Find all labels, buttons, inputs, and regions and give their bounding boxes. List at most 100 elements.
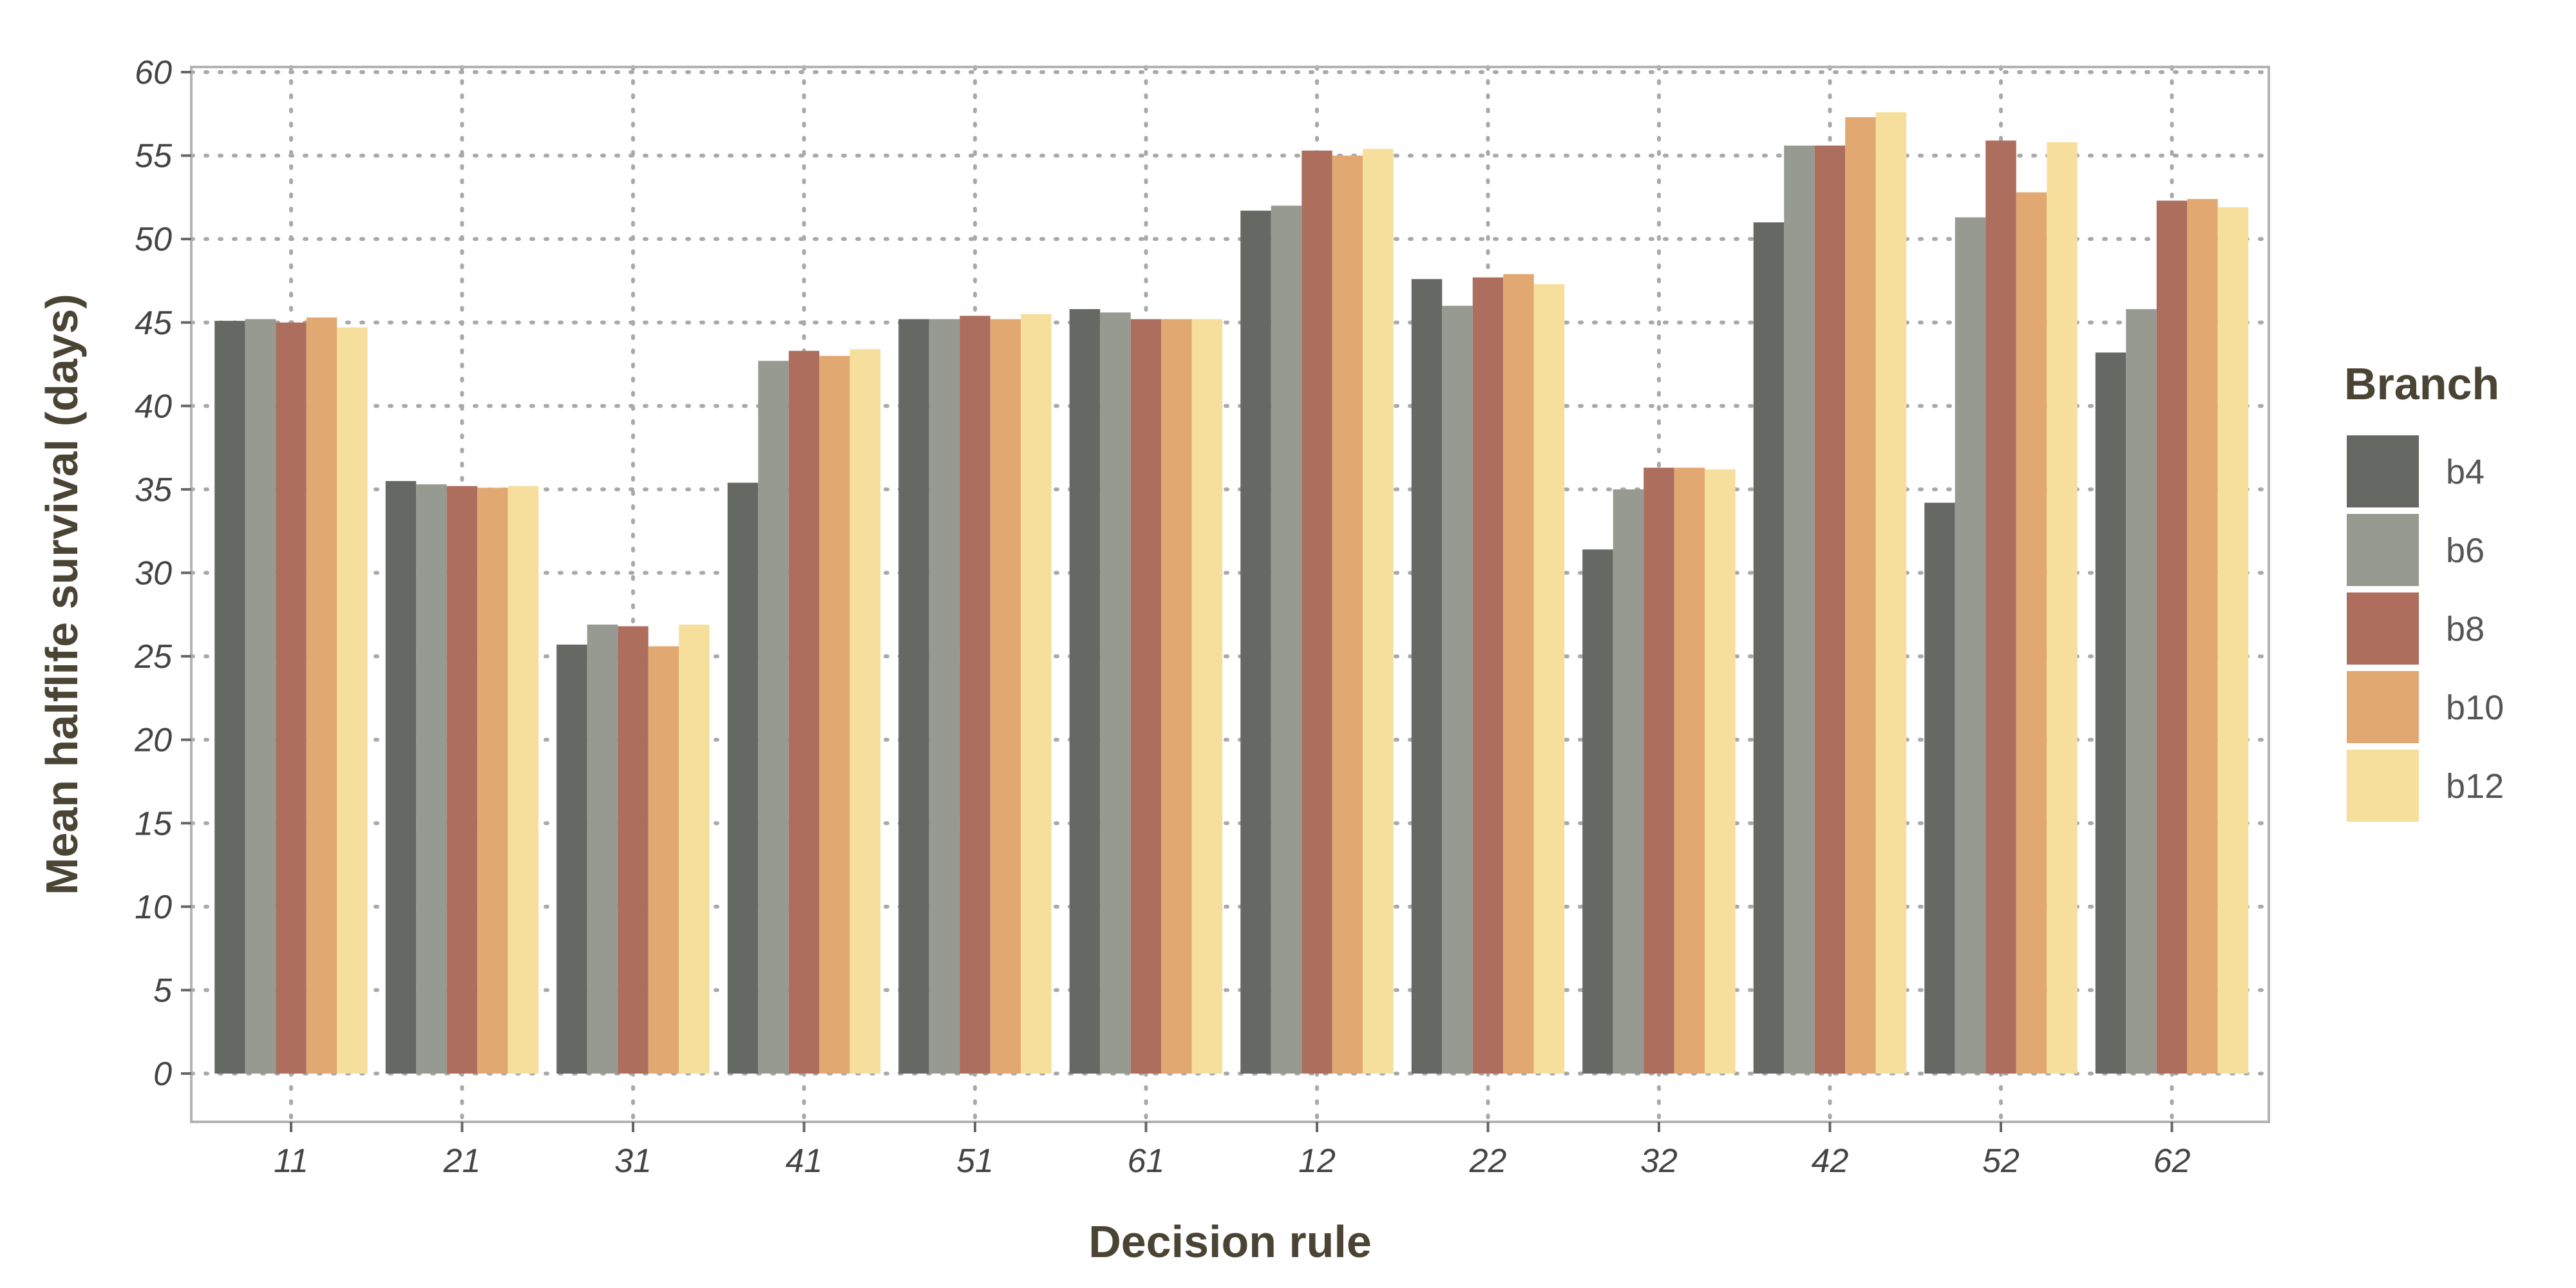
legend: Branch b4 b6 b8 b10 b12: [2344, 359, 2504, 822]
bar-b6-62: [2126, 309, 2157, 1074]
bar-b8-31: [618, 626, 649, 1074]
x-tick-label: 31: [614, 1142, 652, 1180]
bar-b12-52: [2047, 142, 2078, 1074]
bar-b12-31: [679, 624, 710, 1074]
bar-b6-22: [1442, 305, 1473, 1074]
bar-b4-22: [1411, 279, 1443, 1074]
x-tick-label: 51: [956, 1142, 994, 1180]
y-tick-label: 40: [135, 388, 172, 425]
y-tick-label: 50: [135, 221, 172, 258]
bar-b12-62: [2217, 207, 2249, 1074]
legend-swatch-b4: [2347, 435, 2419, 507]
bar-b8-52: [1985, 140, 2016, 1074]
bar-b8-11: [276, 322, 307, 1074]
bar-b4-42: [1753, 222, 1785, 1074]
y-tick-label: 45: [135, 305, 173, 342]
bar-b4-12: [1240, 211, 1271, 1074]
legend-label-b8: b8: [2446, 610, 2485, 649]
legend-label-b12: b12: [2446, 767, 2504, 806]
bar-b10-61: [1161, 319, 1192, 1074]
bar-b10-42: [1845, 117, 1876, 1074]
x-tick-label: 11: [274, 1142, 308, 1180]
x-tick-label: 41: [786, 1142, 823, 1180]
plot-panel-border: [190, 66, 2270, 1123]
bar-b8-41: [788, 350, 820, 1074]
y-tick-label: 30: [135, 555, 172, 592]
x-tick-label: 32: [1640, 1142, 1678, 1180]
y-axis-ticks: 0 5 10 15 20 25 30 35 40 45 50 55 60: [134, 54, 191, 1093]
bar-b6-61: [1100, 312, 1131, 1074]
bar-b8-22: [1472, 277, 1504, 1074]
bar-b8-51: [960, 316, 990, 1074]
bar-b10-11: [306, 317, 337, 1074]
bar-b6-12: [1271, 205, 1302, 1074]
legend-swatch-b10: [2347, 671, 2419, 743]
bar-b4-51: [898, 319, 929, 1074]
bar-b8-21: [446, 486, 478, 1074]
bar-b12-12: [1363, 149, 1394, 1074]
bar-b6-42: [1784, 146, 1815, 1074]
y-tick-label: 5: [153, 972, 173, 1009]
x-tick-label: 61: [1128, 1142, 1165, 1180]
bar-b4-21: [385, 480, 417, 1074]
bar-b12-42: [1875, 112, 1907, 1074]
bar-b10-21: [477, 488, 508, 1074]
x-tick-label: 42: [1812, 1142, 1849, 1180]
bar-b4-61: [1069, 309, 1101, 1074]
x-tick-label: 62: [2154, 1142, 2191, 1180]
y-axis-title: Mean halflife survival (days): [37, 294, 87, 895]
legend-swatch-b8: [2347, 592, 2419, 665]
bar-b12-32: [1705, 469, 1736, 1074]
bar-b4-11: [214, 321, 245, 1074]
bar-b12-51: [1021, 314, 1052, 1074]
y-tick-label: 10: [135, 889, 172, 926]
bar-b12-11: [337, 327, 368, 1074]
bar-b10-31: [648, 646, 679, 1074]
bar-b10-52: [2016, 192, 2047, 1074]
y-tick-label: 20: [134, 722, 172, 759]
legend-swatch-b12: [2347, 750, 2419, 822]
bar-b8-62: [2156, 200, 2188, 1074]
x-axis-ticks: 11 21 31 41 51 61 12 22 32 42 52 62: [274, 1122, 2190, 1180]
bar-b10-51: [990, 319, 1021, 1074]
bar-b6-52: [1955, 217, 1986, 1074]
legend-label-b6: b6: [2446, 531, 2485, 570]
y-tick-label: 25: [134, 638, 173, 676]
bar-b4-62: [2095, 352, 2126, 1074]
x-axis-title: Decision rule: [1088, 1217, 1372, 1267]
y-tick-label: 55: [135, 138, 173, 175]
bar-b4-52: [1924, 502, 1955, 1074]
y-tick-label: 35: [135, 471, 173, 509]
bar-b6-11: [245, 319, 276, 1074]
y-tick-label: 60: [135, 54, 172, 91]
bar-b10-41: [819, 355, 850, 1074]
bar-b6-41: [758, 361, 789, 1074]
x-tick-label: 21: [443, 1142, 481, 1180]
x-tick-label: 12: [1298, 1142, 1336, 1180]
bar-b4-32: [1582, 549, 1613, 1074]
x-tick-label: 52: [1982, 1142, 2020, 1180]
bar-b6-31: [587, 624, 618, 1074]
legend-label-b4: b4: [2446, 453, 2485, 491]
legend-items: b4 b6 b8 b10 b12: [2347, 435, 2504, 822]
bar-b12-21: [507, 486, 539, 1074]
y-tick-label: 0: [153, 1056, 172, 1093]
bar-b12-22: [1533, 284, 1565, 1074]
legend-swatch-b6: [2347, 514, 2419, 586]
x-tick-label: 22: [1469, 1142, 1507, 1180]
bars: [214, 112, 2249, 1074]
y-tick-label: 15: [135, 805, 173, 842]
bar-b6-21: [416, 484, 447, 1074]
bar-b12-41: [849, 349, 881, 1074]
bar-b4-41: [727, 482, 759, 1074]
legend-title: Branch: [2344, 359, 2499, 409]
bar-b6-32: [1613, 489, 1644, 1074]
bar-b8-32: [1643, 468, 1674, 1074]
bar-b6-51: [929, 319, 960, 1074]
bar-b8-42: [1814, 146, 1846, 1074]
bar-b12-61: [1191, 319, 1223, 1074]
bar-b10-62: [2187, 198, 2218, 1074]
bar-b8-12: [1302, 150, 1332, 1074]
bar-b4-31: [556, 644, 587, 1074]
